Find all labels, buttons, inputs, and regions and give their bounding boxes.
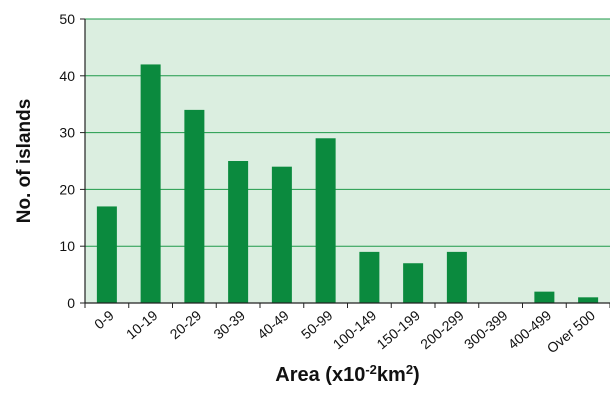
bar — [140, 64, 161, 303]
x-tick-label: 100-149 — [330, 307, 380, 352]
x-tick-label: 10-19 — [123, 307, 161, 342]
x-axis-title-sup2: 2 — [405, 362, 414, 377]
x-tick-label: 40-49 — [254, 307, 292, 342]
bar — [359, 251, 380, 303]
gridlines — [85, 18, 610, 247]
axes — [80, 18, 610, 308]
bar — [403, 263, 424, 303]
bar — [446, 251, 467, 303]
y-tick-labels: 0 10 20 30 40 50 — [59, 11, 75, 311]
bar — [184, 109, 205, 303]
x-tick-label: 0-9 — [91, 307, 117, 332]
x-axis-title: Area (x10-2km2) — [85, 362, 610, 387]
x-tick-label: Over 500 — [544, 307, 599, 356]
y-axis-title: No. of islands — [14, 99, 35, 224]
x-tick-label: 30-39 — [210, 307, 248, 342]
bar — [96, 206, 117, 303]
y-tick-label: 0 — [67, 295, 75, 311]
x-axis-title-sup1: -2 — [365, 362, 377, 377]
x-axis-title-suffix: ) — [413, 364, 420, 386]
x-axis-title-middle: km — [376, 364, 406, 386]
bars — [96, 64, 599, 303]
x-tick-label: 300-399 — [461, 307, 511, 352]
x-tick-label: 50-99 — [298, 307, 336, 342]
bar — [271, 166, 292, 303]
y-tick-label: 40 — [59, 68, 75, 84]
y-tick-label: 30 — [59, 125, 75, 141]
y-tick-label: 20 — [59, 181, 75, 197]
bar — [578, 297, 599, 303]
bar — [315, 138, 336, 303]
y-tick-label: 10 — [59, 238, 75, 254]
x-tick-label: 20-29 — [167, 307, 205, 342]
bar — [228, 161, 249, 303]
plot-area — [85, 19, 610, 303]
x-tick-label: 150-199 — [373, 307, 423, 352]
x-tick-labels: 0-9 10-19 20-29 30-39 40-49 50-99100-149150-1… — [91, 307, 598, 356]
x-axis-title-prefix: Area (x10 — [275, 364, 366, 386]
x-tick-label: 200-299 — [417, 307, 467, 352]
bar — [534, 291, 555, 303]
y-tick-label: 50 — [59, 11, 75, 27]
